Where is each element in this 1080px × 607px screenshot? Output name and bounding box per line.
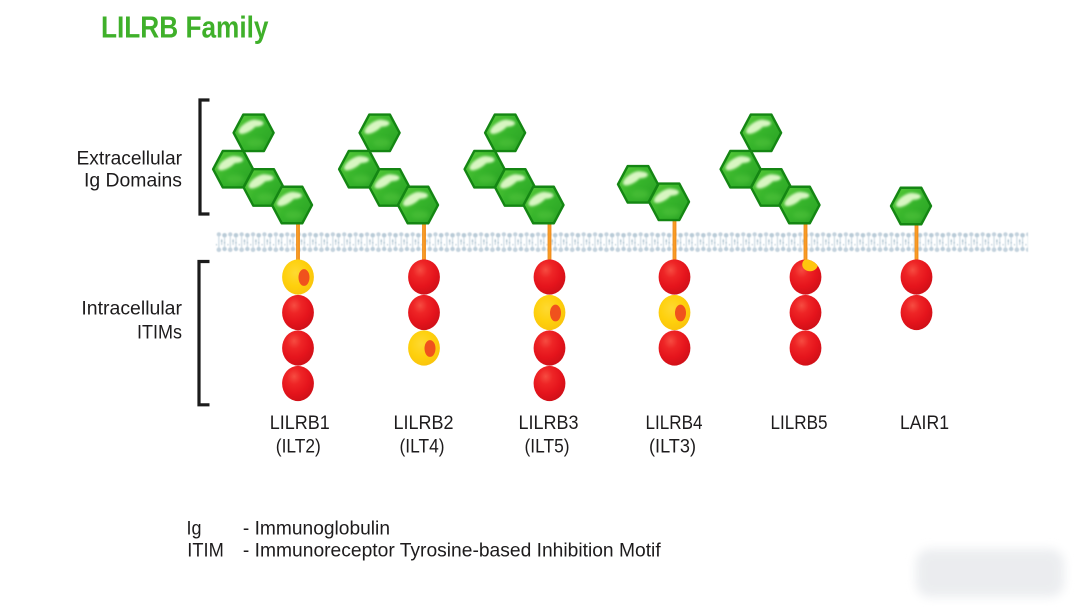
svg-text:- Immunoreceptor Tyrosine-base: - Immunoreceptor Tyrosine-based Inhibiti… [243, 541, 662, 562]
svg-text:LILRB4: LILRB4 [646, 413, 703, 434]
svg-text:Ig Domains: Ig Domains [84, 171, 182, 192]
svg-text:ITIM: ITIM [187, 541, 224, 562]
svg-text:(ILT4): (ILT4) [400, 436, 445, 457]
svg-text:LAIR1: LAIR1 [900, 413, 949, 434]
svg-text:(ILT2): (ILT2) [276, 436, 321, 457]
svg-text:Ig: Ig [187, 519, 202, 540]
svg-text:(ILT3): (ILT3) [649, 436, 696, 457]
svg-text:LILRB2: LILRB2 [394, 413, 454, 434]
svg-text:LILRB Family: LILRB Family [101, 11, 269, 45]
svg-text:ITIMs: ITIMs [137, 323, 182, 344]
svg-text:- Immunoglobulin: - Immunoglobulin [243, 519, 390, 540]
svg-text:Intracellular: Intracellular [81, 298, 182, 319]
svg-text:LILRB5: LILRB5 [771, 413, 828, 434]
svg-text:Extracellular: Extracellular [77, 148, 183, 169]
svg-text:LILRB1: LILRB1 [270, 413, 330, 434]
svg-text:(ILT5): (ILT5) [525, 436, 570, 457]
svg-text:LILRB3: LILRB3 [519, 413, 579, 434]
